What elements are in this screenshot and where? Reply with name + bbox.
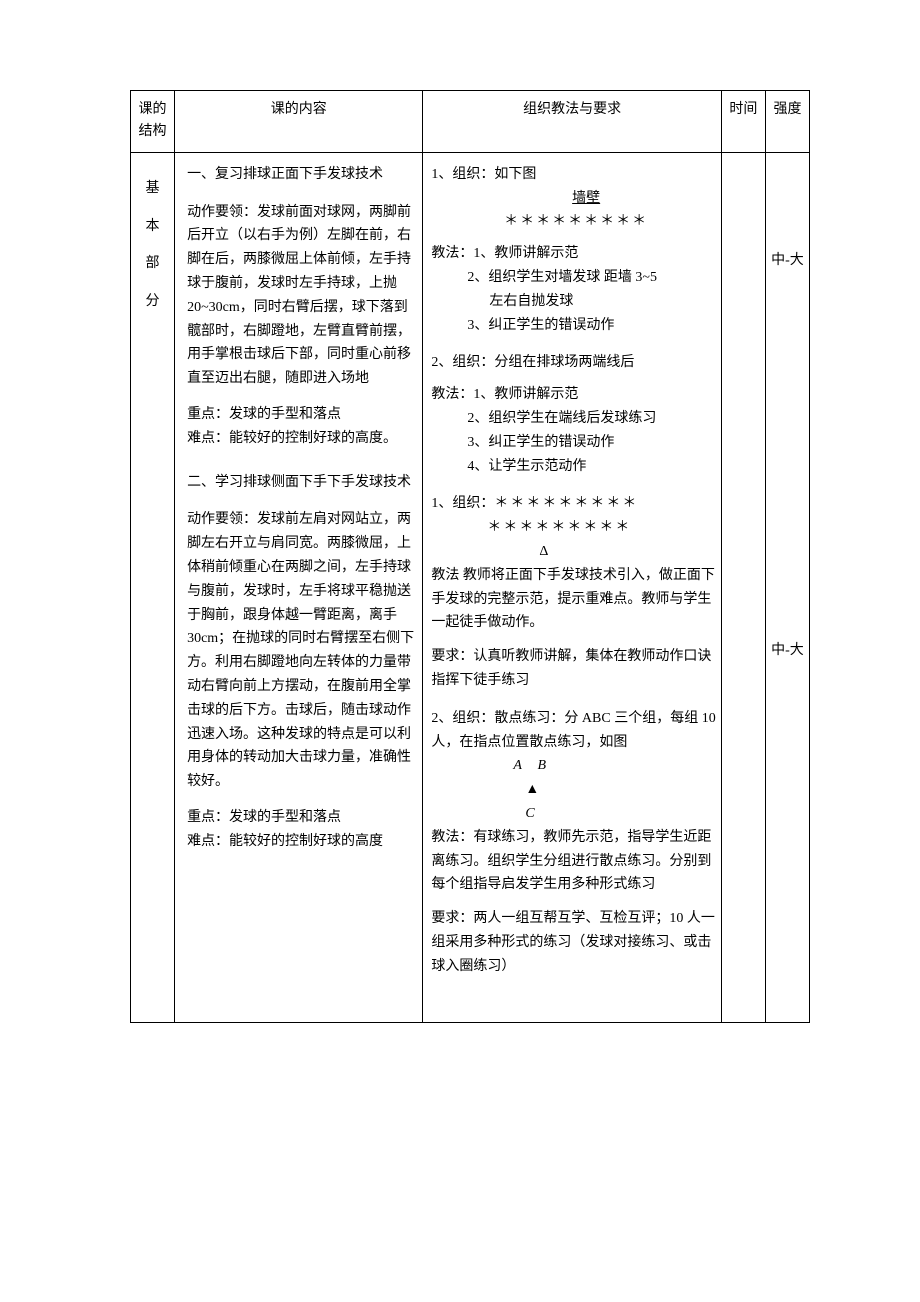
table-body-row: 基 本 部 分 一、复习排球正面下手发球技术 动作要领：发球前面对球网，两脚前后… xyxy=(131,152,810,1023)
lesson-table: 课的 结构 课的内容 组织教法与要求 时间 强度 基 本 部 分 一、复习排球正… xyxy=(130,90,810,1023)
structure-char: 部 xyxy=(137,252,168,276)
org-block-3: 1、组织：＊＊＊＊＊＊＊＊＊ ＊＊＊＊＊＊＊＊＊ Δ 教法 教师将正面下手发球技… xyxy=(431,492,720,692)
org-2-method-1: 教法：1、教师讲解示范 xyxy=(431,383,720,407)
org-4-b: B xyxy=(537,758,546,773)
wall-stars: ＊＊＊＊＊＊＊＊＊ xyxy=(431,210,720,234)
section-1-difficulty: 难点：能较好的控制好球的高度。 xyxy=(187,427,414,451)
table-header-row: 课的 结构 课的内容 组织教法与要求 时间 强度 xyxy=(131,91,810,153)
header-time: 时间 xyxy=(721,91,765,153)
section-2-title: 二、学习排球侧面下手下手发球技术 xyxy=(187,471,414,495)
intensity-slot-1: 中-大 xyxy=(768,153,807,273)
org-3-stars-2: ＊＊＊＊＊＊＊＊＊ xyxy=(431,516,720,540)
header-content: 课的内容 xyxy=(175,91,423,153)
structure-cell: 基 本 部 分 xyxy=(131,152,175,1023)
time-cell xyxy=(721,152,765,1023)
lesson-plan-page: 课的 结构 课的内容 组织教法与要求 时间 强度 基 本 部 分 一、复习排球正… xyxy=(0,0,920,1113)
section-2-difficulty: 难点：能较好的控制好球的高度 xyxy=(187,830,414,854)
section-1-desc: 动作要领：发球前面对球网，两脚前后开立（以右手为例）左脚在前，右脚在后，两膝微屈… xyxy=(187,201,414,391)
org-3-stars-1: ＊＊＊＊＊＊＊＊＊ xyxy=(494,496,638,511)
organization-cell: 1、组织：如下图 墙壁 ＊＊＊＊＊＊＊＊＊ 教法：1、教师讲解示范 2、组织学生… xyxy=(423,152,721,1023)
structure-char: 分 xyxy=(137,290,168,314)
section-2-key: 重点：发球的手型和落点 xyxy=(187,806,414,830)
org-1-method-3: 3、纠正学生的错误动作 xyxy=(431,314,720,338)
org-3-label: 1、组织： xyxy=(431,496,494,511)
org-block-2: 2、组织：分组在排球场两端线后 教法：1、教师讲解示范 2、组织学生在端线后发球… xyxy=(431,351,720,478)
org-block-1: 1、组织：如下图 墙壁 ＊＊＊＊＊＊＊＊＊ 教法：1、教师讲解示范 2、组织学生… xyxy=(431,163,720,338)
org-3-requirement: 要求：认真听教师讲解，集体在教师动作口诀指挥下徒手练习 xyxy=(431,645,720,693)
intensity-cell: 中-大 中-大 xyxy=(765,152,809,1023)
org-4-label: 2、组织：散点练习：分 ABC 三个组，每组 10 人，在指点位置散点练习，如图 xyxy=(431,707,720,755)
org-4-method: 教法：有球练习，教师先示范，指导学生近距离练习。组织学生分组进行散点练习。分别到… xyxy=(431,826,720,897)
wall-text: 墙壁 xyxy=(532,191,620,206)
org-4-a: A xyxy=(513,758,522,773)
intensity-2: 中-大 xyxy=(768,639,807,663)
org-2-method-3: 3、纠正学生的错误动作 xyxy=(431,431,720,455)
org-1-method-1: 教法：1、教师讲解示范 xyxy=(431,242,720,266)
header-intensity: 强度 xyxy=(765,91,809,153)
org-2-label: 2、组织：分组在排球场两端线后 xyxy=(431,351,720,375)
intensity-1: 中-大 xyxy=(768,249,807,273)
org-3-label-row: 1、组织：＊＊＊＊＊＊＊＊＊ xyxy=(431,492,720,516)
header-structure: 课的 结构 xyxy=(131,91,175,153)
org-block-4: 2、组织：散点练习：分 ABC 三个组，每组 10 人，在指点位置散点练习，如图… xyxy=(431,707,720,979)
org-3-method: 教法 教师将正面下手发球技术引入，做正面下手发球的完整示范，提示重难点。教师与学… xyxy=(431,564,720,635)
org-2-method-2: 2、组织学生在端线后发球练习 xyxy=(431,407,720,431)
org-4-requirement: 要求：两人一组互帮互学、互检互评；10 人一组采用多种形式的练习（发球对接练习、… xyxy=(431,907,720,978)
intensity-slot-2: 中-大 xyxy=(768,273,807,663)
section-2-desc: 动作要领：发球前左肩对网站立，两脚左右开立与肩同宽。两膝微屈，上体稍前倾重心在两… xyxy=(187,508,414,794)
wall-label: 墙壁 xyxy=(431,187,720,211)
org-1-method-2b: 左右自抛发球 xyxy=(431,290,720,314)
section-1-title: 一、复习排球正面下手发球技术 xyxy=(187,163,414,187)
header-organization: 组织教法与要求 xyxy=(423,91,721,153)
org-2-method-4: 4、让学生示范动作 xyxy=(431,455,720,479)
structure-char: 基 xyxy=(137,177,168,201)
content-cell: 一、复习排球正面下手发球技术 动作要领：发球前面对球网，两脚前后开立（以右手为例… xyxy=(175,152,423,1023)
org-4-c: C xyxy=(431,802,720,826)
structure-char: 本 xyxy=(137,215,168,239)
org-3-triangle: Δ xyxy=(431,540,720,564)
org-1-label: 1、组织：如下图 xyxy=(431,163,720,187)
abc-row: A B xyxy=(431,754,720,778)
org-1-method-2a: 2、组织学生对墙发球 距墙 3~5 xyxy=(431,266,720,290)
section-1-key: 重点：发球的手型和落点 xyxy=(187,403,414,427)
org-4-triangle: ▲ xyxy=(431,778,720,802)
